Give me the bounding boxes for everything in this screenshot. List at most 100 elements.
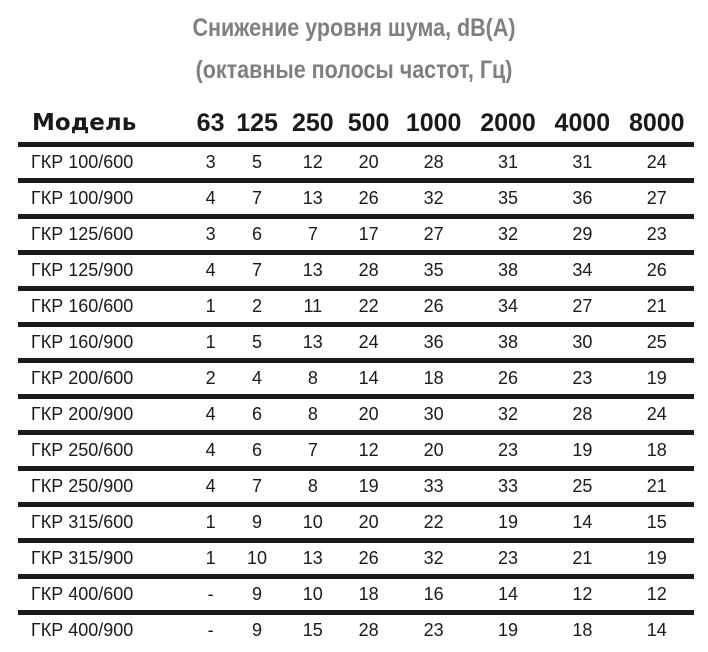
- column-header-4000: 4000: [545, 104, 620, 147]
- model-cell: ГКР 200/900: [18, 396, 192, 435]
- table-row: ГКР 400/600-9 10 18 16 14 12 12: [18, 576, 694, 615]
- value-cell: 14: [646, 620, 667, 640]
- value-cell: 18: [396, 360, 471, 399]
- value-cell: 32: [470, 396, 546, 435]
- value-cell: 5: [229, 324, 285, 363]
- value-cell: 2: [192, 360, 230, 399]
- value-cell: 34: [545, 252, 620, 291]
- model-cell: ГКР 125/600: [18, 216, 192, 255]
- value-cell: 6: [229, 432, 285, 471]
- value-cell: 3: [192, 216, 230, 255]
- value-cell: 38: [470, 324, 546, 363]
- value-cell: 10: [284, 576, 341, 615]
- value-cell: 12: [284, 144, 341, 183]
- model-cell: ГКР 400/600: [18, 576, 192, 615]
- value-cell: 18: [572, 620, 593, 640]
- model-cell: ГКР 250/600: [18, 432, 192, 471]
- value-cell: 12: [545, 576, 620, 615]
- table-row: ГКР 400/900 - 9 15 28 23 19 18 14: [18, 613, 694, 647]
- model-cell: ГКР 315/900: [18, 540, 192, 579]
- value-cell: 1: [192, 540, 230, 579]
- table-row: ГКР 125/900 4 7 13 28 35 38 34 26: [18, 252, 694, 291]
- column-header-500: 500: [340, 104, 397, 147]
- value-cell: 10: [229, 540, 285, 579]
- value-cell: 36: [545, 180, 620, 219]
- table-row: ГКР 160/900 1 5 13 24 36 38 30 25: [18, 324, 694, 363]
- value-cell: 19: [619, 540, 694, 579]
- value-cell: 7: [229, 252, 285, 291]
- value-cell: 21: [619, 468, 694, 507]
- value-cell: 38: [470, 252, 546, 291]
- value-cell: 15: [619, 504, 694, 543]
- value-cell: 26: [340, 540, 397, 579]
- value-cell: 3: [192, 144, 230, 183]
- value-cell: 10: [284, 504, 341, 543]
- column-header-1000: 1000: [396, 104, 471, 147]
- value-cell: 28: [340, 252, 397, 291]
- header-row: Модель 63 125 250 500 1000 2000 4000 8000: [18, 104, 694, 147]
- value-cell: 4: [229, 360, 285, 399]
- value-cell: 19: [470, 504, 546, 543]
- value-cell: 22: [340, 288, 397, 327]
- value-cell: 26: [470, 360, 546, 399]
- value-cell: 23: [470, 540, 546, 579]
- value-cell: 1: [192, 504, 230, 543]
- value-cell: 26: [396, 288, 471, 327]
- table-row: ГКР 100/600 3 5 12 20 28 31 31 24: [18, 144, 694, 183]
- value-cell: 7: [284, 216, 341, 255]
- value-cell: 25: [545, 468, 620, 507]
- value-cell: 18: [619, 432, 694, 471]
- value-cell: 7: [284, 432, 341, 471]
- model-cell: ГКР 200/600: [18, 360, 192, 399]
- table-row: ГКР 160/600 1 2 11 22 26 34 27 21: [18, 288, 694, 327]
- value-cell: 23: [470, 432, 546, 471]
- value-cell: 19: [340, 468, 397, 507]
- value-cell: 32: [396, 180, 471, 219]
- value-cell: 13: [284, 540, 341, 579]
- value-cell: 6: [229, 396, 285, 435]
- value-cell: 20: [396, 432, 471, 471]
- value-cell: 26: [340, 180, 397, 219]
- value-cell: 20: [340, 144, 397, 183]
- value-cell: 21: [545, 540, 620, 579]
- value-cell: 1: [192, 288, 230, 327]
- value-cell: 8: [284, 396, 341, 435]
- value-cell: 23: [423, 620, 444, 640]
- value-cell: 28: [545, 396, 620, 435]
- table-row: ГКР 200/600 2 4 8 14 18 26 23 19: [18, 360, 694, 399]
- value-cell: 1: [192, 324, 230, 363]
- value-cell: 14: [545, 504, 620, 543]
- value-cell: 31: [470, 144, 546, 183]
- model-cell: ГКР 125/900: [18, 252, 192, 291]
- table-row: ГКР 250/600 4 6 7 12 20 23 19 18: [18, 432, 694, 471]
- table-row: ГКР 315/900 1 10 13 26 32 23 21 19: [18, 540, 694, 579]
- value-cell: 5: [229, 144, 285, 183]
- value-cell: 8: [284, 468, 341, 507]
- value-cell: 9: [229, 576, 285, 615]
- value-cell: 28: [396, 144, 471, 183]
- value-cell: 17: [340, 216, 397, 255]
- value-cell: 35: [396, 252, 471, 291]
- value-cell: 13: [284, 324, 341, 363]
- table-row: ГКР 200/900 4 6 8 20 30 32 28 24: [18, 396, 694, 435]
- value-cell: 14: [470, 576, 546, 615]
- value-cell: 25: [619, 324, 694, 363]
- model-cell: ГКР 160/900: [18, 324, 192, 363]
- value-cell: 9: [252, 620, 263, 640]
- table-row: ГКР 315/600 1 9 10 20 22 19 14 15: [18, 504, 694, 543]
- column-header-model: Модель: [18, 104, 192, 147]
- model-cell: ГКР 315/600: [18, 504, 192, 543]
- column-header-250: 250: [284, 104, 341, 147]
- value-cell: 20: [340, 396, 397, 435]
- value-cell: 32: [470, 216, 546, 255]
- value-cell: 23: [619, 216, 694, 255]
- value-cell: 8: [284, 360, 341, 399]
- value-cell: 6: [229, 216, 285, 255]
- column-header-63: 63: [192, 104, 230, 147]
- value-cell: 19: [545, 432, 620, 471]
- value-cell: 12: [619, 576, 694, 615]
- value-cell: 33: [470, 468, 546, 507]
- value-cell: 9: [229, 504, 285, 543]
- model-cell: ГКР 100/900: [18, 180, 192, 219]
- model-cell: ГКР 400/900: [31, 620, 134, 640]
